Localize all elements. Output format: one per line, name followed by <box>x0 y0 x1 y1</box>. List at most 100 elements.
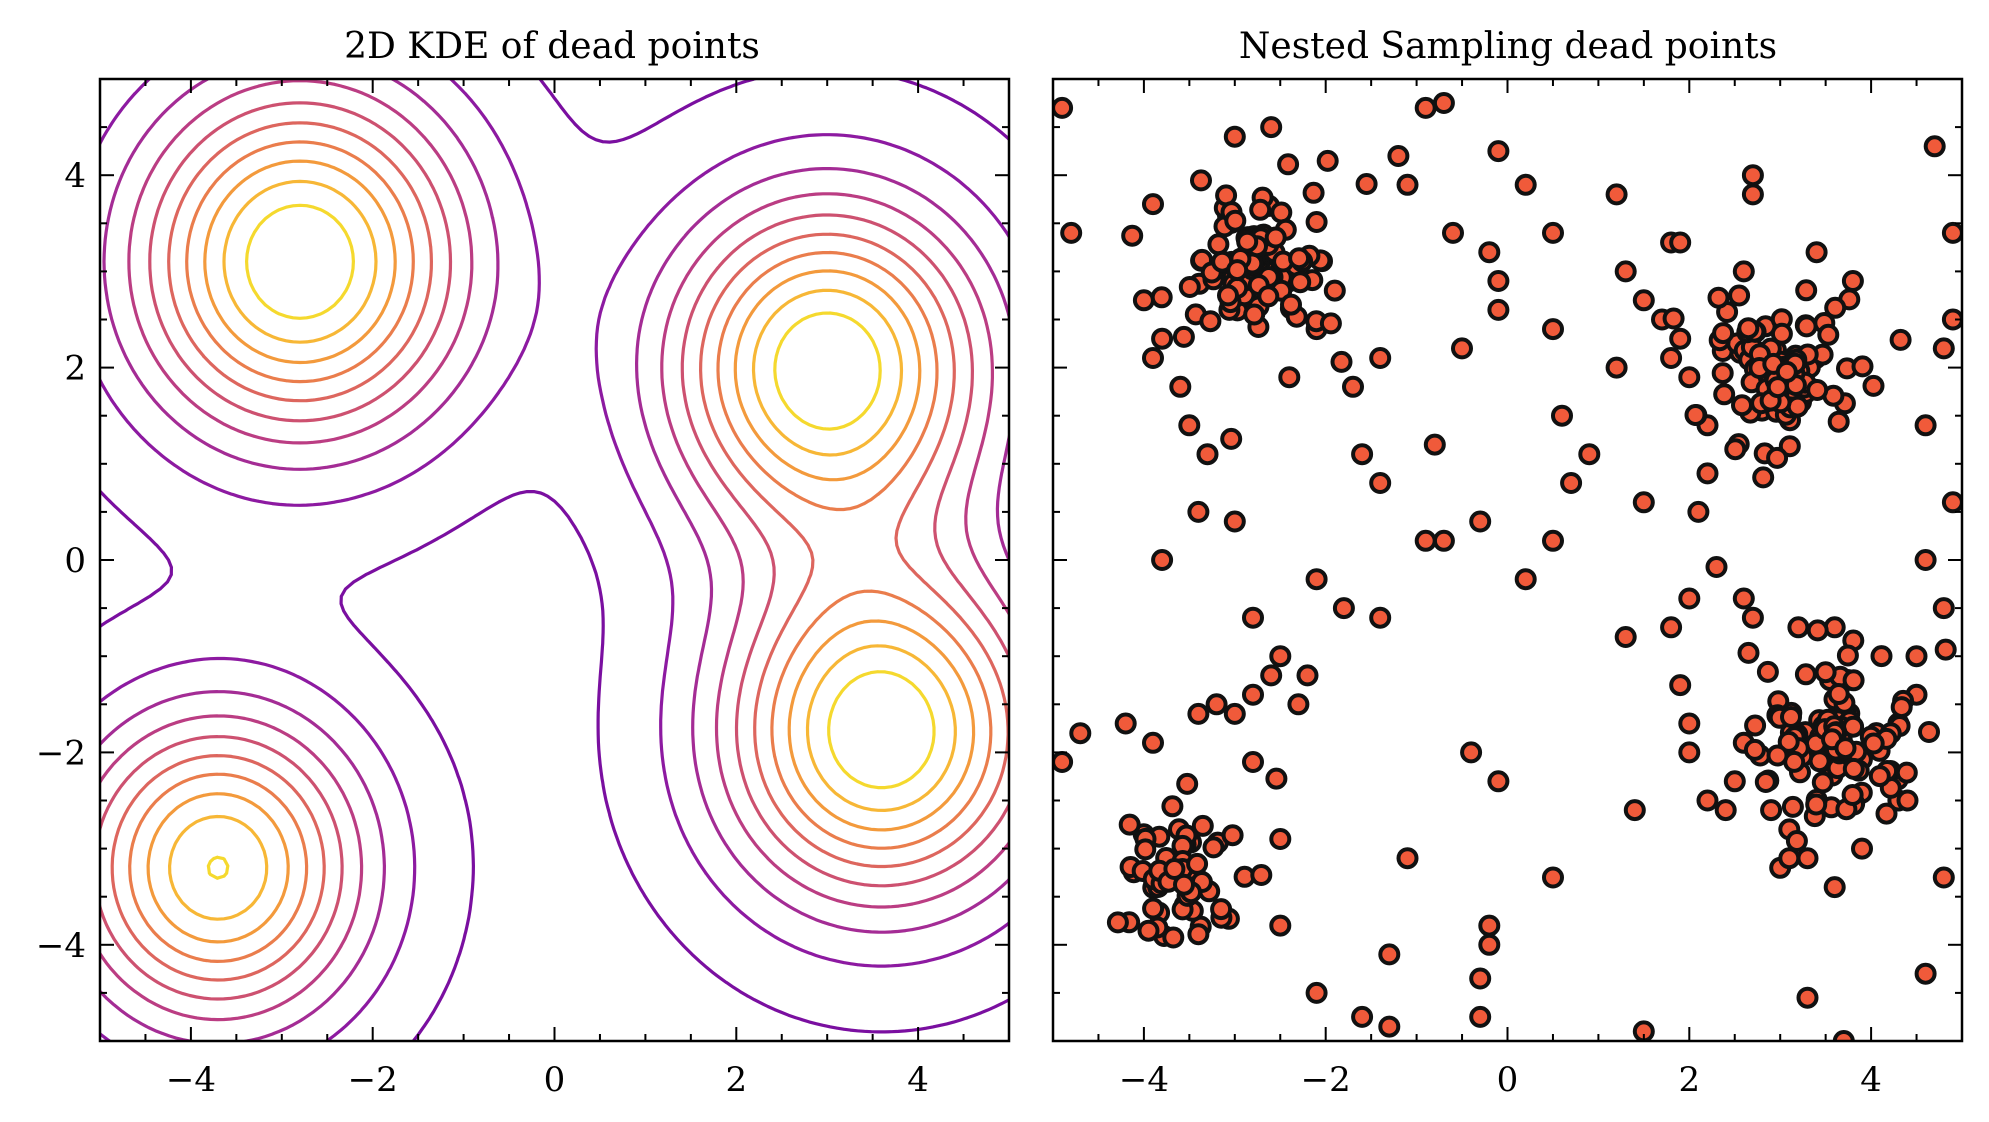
dead-point <box>1289 271 1312 294</box>
dead-point <box>1242 683 1264 706</box>
dead-point <box>1827 683 1850 705</box>
dead-point <box>1918 721 1940 743</box>
dead-point <box>1302 181 1325 204</box>
dead-point <box>1805 241 1828 264</box>
dead-point <box>1842 757 1865 780</box>
dead-point <box>1487 770 1510 793</box>
dead-point <box>1202 836 1225 859</box>
dead-point <box>1808 750 1831 773</box>
dead-point <box>1632 491 1655 514</box>
dead-point <box>1260 664 1283 687</box>
dead-point <box>1841 270 1864 292</box>
dead-point <box>1478 914 1501 937</box>
dead-point <box>1785 830 1808 852</box>
dead-points-scatter-panel: Nested Sampling dead points −4 −2 0 2 4 <box>1051 26 1964 1100</box>
dead-point <box>1469 1005 1492 1028</box>
dead-point <box>1223 510 1246 533</box>
dead-point <box>1781 795 1804 818</box>
dead-point <box>1542 866 1564 889</box>
left-x-tick-labels: −4 −2 0 2 4 <box>166 1060 929 1100</box>
dead-point <box>1696 789 1719 812</box>
dead-point <box>1923 135 1946 158</box>
dead-point <box>1178 414 1201 437</box>
dead-point <box>1741 183 1764 206</box>
dead-point <box>1806 619 1829 642</box>
dead-point <box>1605 183 1628 206</box>
dead-point <box>1162 926 1185 949</box>
dead-point <box>1187 702 1210 725</box>
dead-point <box>1780 706 1802 728</box>
right-axis-ticks <box>1052 78 1963 1042</box>
dead-point <box>1242 606 1264 629</box>
dead-point <box>1711 362 1734 385</box>
kde-contour-lines <box>100 79 1009 1041</box>
dead-point <box>1269 914 1292 937</box>
dead-point <box>1226 259 1249 282</box>
dead-point <box>1205 693 1228 716</box>
dead-point <box>1487 140 1510 163</box>
dead-point <box>1728 284 1751 307</box>
dead-point <box>1217 284 1239 307</box>
dead-point <box>1221 824 1244 847</box>
dead-point <box>1712 322 1735 345</box>
dead-point <box>1396 173 1419 196</box>
dead-point <box>1132 289 1155 312</box>
dead-point <box>1851 837 1873 860</box>
dead-point <box>1737 317 1760 340</box>
dead-point <box>1469 510 1492 533</box>
dead-point <box>1823 876 1846 899</box>
dead-point <box>1187 500 1210 523</box>
left-y-tick-label: 2 <box>64 349 86 389</box>
dead-point <box>1862 732 1885 755</box>
dead-point <box>1895 761 1918 784</box>
dead-point <box>1614 260 1637 283</box>
right-x-tick-label: 0 <box>1497 1060 1519 1100</box>
dead-point <box>1150 286 1173 309</box>
dead-point <box>1432 92 1455 114</box>
dead-point <box>1432 529 1455 552</box>
dead-point <box>1243 303 1266 326</box>
dead-point <box>1806 379 1829 401</box>
dead-point <box>1053 751 1074 773</box>
dead-point <box>1941 491 1962 514</box>
kde-contour-level-5 <box>100 101 1009 1001</box>
dead-point <box>1914 962 1937 985</box>
dead-point <box>1242 751 1264 773</box>
dead-point <box>1178 276 1201 298</box>
dead-point <box>1369 606 1392 629</box>
dead-point <box>1142 347 1164 369</box>
dead-point <box>1732 587 1755 610</box>
dead-point <box>1137 919 1160 942</box>
dead-point <box>1207 233 1230 256</box>
dead-point <box>1890 696 1913 719</box>
dead-point <box>1176 772 1199 795</box>
dead-point <box>1151 327 1174 350</box>
dead-point <box>1914 549 1937 571</box>
dead-point <box>1896 789 1919 812</box>
dead-point <box>1319 312 1342 335</box>
dead-point <box>1173 873 1195 896</box>
dead-point <box>1766 744 1789 767</box>
dead-point <box>1724 438 1747 461</box>
dead-point <box>1142 897 1165 920</box>
right-x-tick-label: 4 <box>1860 1060 1882 1100</box>
dead-point <box>1151 549 1174 571</box>
dead-point <box>1796 986 1819 1009</box>
dead-point <box>1060 221 1083 244</box>
dead-point <box>1795 315 1818 338</box>
dead-point <box>1786 395 1809 418</box>
dead-point <box>1775 360 1798 383</box>
dead-point <box>1832 1030 1855 1041</box>
dead-point <box>1932 866 1955 889</box>
dead-point <box>1414 529 1437 552</box>
dead-point <box>1478 241 1501 264</box>
dead-point <box>1288 247 1311 270</box>
dead-point <box>1614 626 1637 648</box>
dead-point <box>1224 209 1247 232</box>
right-x-tick-labels: −4 −2 0 2 4 <box>1119 1060 1882 1100</box>
dead-point <box>1169 375 1192 398</box>
dead-point <box>1905 645 1928 668</box>
dead-point <box>1210 898 1233 921</box>
kde-contour-level-1 <box>100 79 1009 1041</box>
